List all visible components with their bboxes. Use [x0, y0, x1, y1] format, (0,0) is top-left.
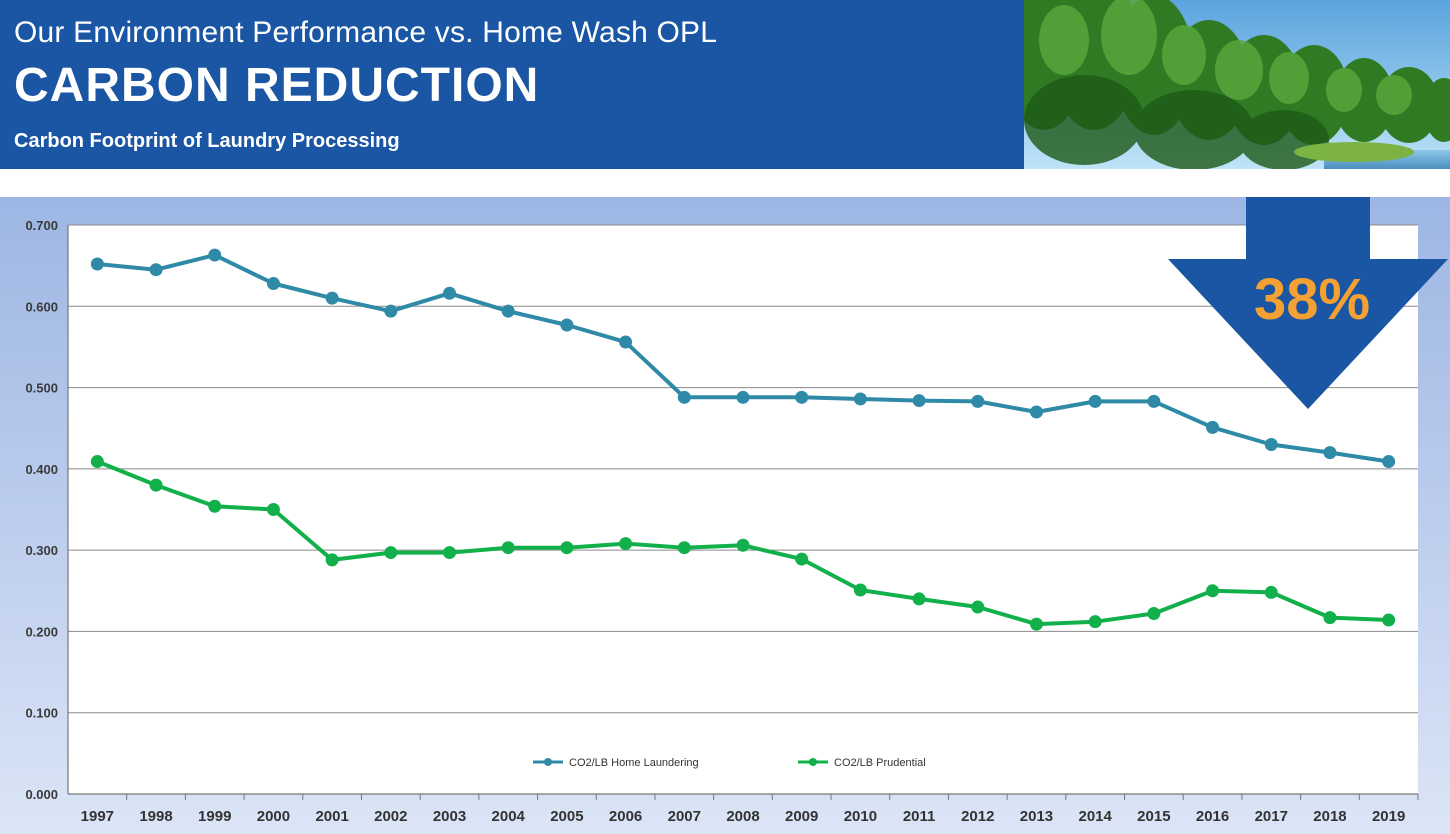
x-tick-label: 2007	[668, 808, 701, 825]
series-home-laundering-point	[1382, 455, 1396, 469]
x-tick-label: 2011	[903, 808, 936, 825]
series-home-laundering-point	[1147, 394, 1161, 408]
series-prudential-point	[1206, 584, 1220, 598]
x-tick-label: 2000	[257, 808, 290, 825]
x-tick-label: 1999	[198, 808, 231, 825]
y-tick-label: 0.200	[25, 624, 58, 639]
line-chart: 0.000 0.100 0.200 0.300 0.400 0.500 0.600 0.700…	[25, 197, 1448, 825]
series-home-laundering-point	[90, 257, 104, 271]
x-tick-label: 2006	[609, 808, 642, 825]
down-arrow-icon	[1168, 197, 1448, 409]
series-prudential-point	[501, 541, 515, 555]
series-prudential-point	[677, 541, 691, 555]
series-home-laundering-point	[912, 394, 926, 408]
series-home-laundering-point	[1029, 405, 1043, 419]
series-prudential-point	[1088, 615, 1102, 629]
y-tick-label: 0.600	[25, 299, 58, 314]
legend-prudential-label: CO2/LB Prudential	[834, 757, 926, 769]
x-tick-label: 2008	[726, 808, 759, 825]
series-home-laundering-point	[1323, 446, 1337, 460]
x-tick-label: 1997	[81, 808, 114, 825]
series-prudential-point	[1382, 613, 1396, 627]
series-home-laundering-point	[1264, 437, 1278, 451]
series-home-laundering-point	[560, 318, 574, 332]
y-tick-label: 0.300	[25, 543, 58, 558]
legend-prudential-swatch-marker	[809, 758, 817, 766]
series-prudential-point	[443, 546, 457, 560]
x-tick-label: 2002	[374, 808, 407, 825]
page-title: CARBON REDUCTION	[14, 59, 540, 112]
x-tick-label: 2013	[1020, 808, 1053, 825]
x-tick-label: 1998	[139, 808, 172, 825]
y-tick-label: 0.500	[25, 381, 58, 396]
x-tick-label: 2015	[1137, 808, 1170, 825]
series-home-laundering-point	[1206, 420, 1220, 434]
x-tick-label: 2017	[1255, 808, 1288, 825]
x-tick-label: 2009	[785, 808, 818, 825]
x-tick-label: 2018	[1313, 808, 1346, 825]
series-home-laundering-point	[736, 390, 750, 404]
series-home-laundering-point	[443, 286, 457, 300]
x-tick-label: 2001	[315, 808, 348, 825]
series-home-laundering-point	[325, 291, 339, 305]
plot-area	[68, 225, 1418, 794]
series-prudential-point	[619, 537, 633, 551]
series-prudential-point	[384, 546, 398, 560]
x-tick-label: 2012	[961, 808, 994, 825]
series-home-laundering-point	[208, 248, 222, 262]
page-subtitle: Our Environment Performance vs. Home Was…	[14, 16, 718, 49]
series-prudential-point	[90, 455, 104, 469]
series-prudential-point	[208, 499, 222, 513]
series-prudential-point	[912, 592, 926, 606]
legend-home-laundering-label: CO2/LB Home Laundering	[569, 757, 699, 769]
series-home-laundering-point	[971, 394, 985, 408]
series-home-laundering-point	[1088, 394, 1102, 408]
forest-photo	[1024, 0, 1450, 169]
series-home-laundering-point	[853, 392, 867, 406]
y-tick-label: 0.700	[25, 218, 58, 233]
x-tick-label: 2019	[1372, 808, 1405, 825]
y-tick-label: 0.400	[25, 462, 58, 477]
series-prudential-point	[266, 503, 280, 516]
series-home-laundering-point	[619, 335, 633, 349]
y-tick-label: 0.000	[25, 787, 58, 802]
series-prudential-point	[1029, 617, 1043, 631]
series-prudential-point	[853, 583, 867, 597]
series-home-laundering-point	[501, 304, 515, 318]
y-tick-label: 0.100	[25, 706, 58, 721]
chart-panel: 0.000 0.100 0.200 0.300 0.400 0.500 0.600 0.700…	[0, 197, 1450, 834]
series-prudential-point	[971, 600, 985, 614]
header-banner: Our Environment Performance vs. Home Was…	[0, 0, 1024, 169]
x-tick-label: 2016	[1196, 808, 1229, 825]
series-home-laundering-point	[677, 390, 691, 404]
series-prudential-point	[560, 541, 574, 555]
x-tick-label: 2014	[1078, 808, 1112, 825]
chart-caption: Carbon Footprint of Laundry Processing	[14, 130, 400, 152]
series-home-laundering-point	[384, 304, 398, 318]
series-prudential-point	[325, 553, 339, 567]
series-prudential-point	[795, 552, 809, 566]
series-prudential-point	[1264, 585, 1278, 599]
legend-home-laundering-swatch-marker	[544, 758, 552, 766]
series-prudential-point	[149, 478, 163, 492]
reduction-percentage: 38%	[1254, 267, 1370, 332]
series-home-laundering-point	[795, 390, 809, 404]
series-home-laundering-point	[266, 277, 280, 291]
series-prudential-point	[736, 538, 750, 552]
series-prudential-point	[1147, 607, 1161, 621]
x-tick-label: 2003	[433, 808, 466, 825]
x-tick-label: 2010	[844, 808, 877, 825]
x-tick-label: 2005	[550, 808, 583, 825]
series-prudential-point	[1323, 611, 1337, 625]
x-tick-label: 2004	[492, 808, 526, 825]
series-home-laundering-point	[149, 263, 163, 277]
